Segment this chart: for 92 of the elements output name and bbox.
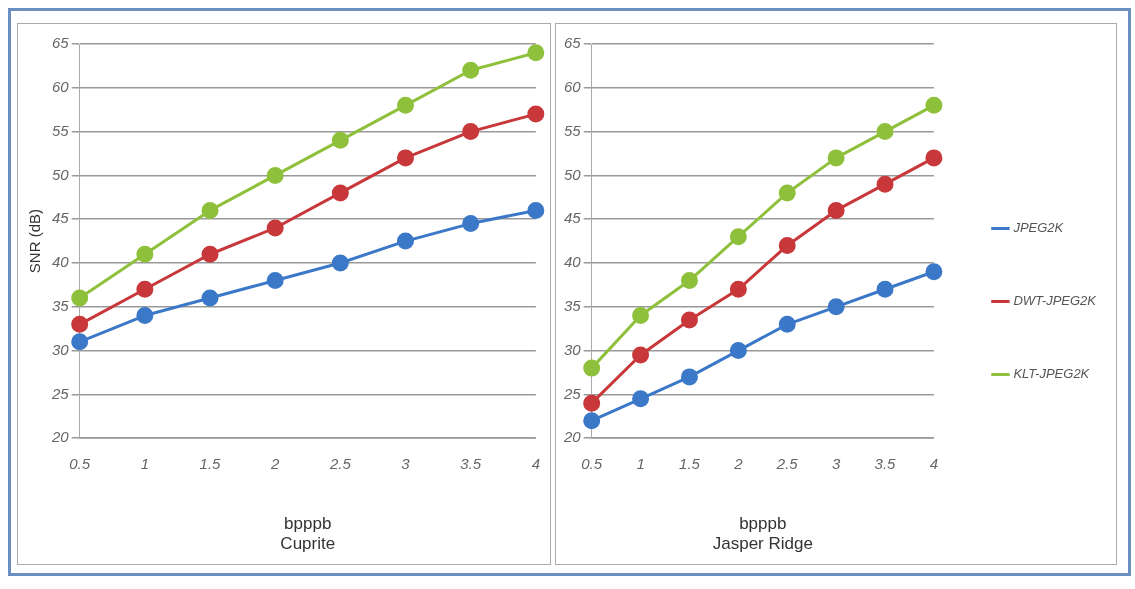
y-tick-label: 50 [52, 165, 70, 183]
x-tick-label: 2.5 [775, 455, 799, 473]
y-tick-label: 40 [52, 253, 70, 271]
y-tick-label: 25 [563, 384, 582, 402]
x-tick-label: 0.5 [69, 455, 91, 473]
point [266, 219, 284, 237]
y-tick-label: 35 [564, 296, 582, 314]
x-tick-label: 3 [831, 455, 841, 473]
y-tick-label: 50 [564, 165, 582, 183]
point [729, 342, 747, 360]
x-tick-label: 4 [531, 455, 540, 473]
point [397, 232, 414, 250]
x-tick-label: 4 [929, 455, 939, 473]
point [266, 166, 284, 184]
point [527, 44, 545, 62]
x-tick-label: 1.5 [199, 455, 222, 473]
x-tick-label: 3.5 [874, 455, 897, 473]
point [632, 390, 650, 408]
x-tick-label: 2 [733, 455, 744, 473]
x-tick-label: 3 [401, 455, 411, 473]
point [778, 184, 796, 202]
x-tick-label: 2 [270, 455, 280, 473]
y-tick-label: 30 [564, 340, 582, 358]
point [925, 263, 943, 281]
point [136, 307, 154, 325]
point [778, 236, 796, 254]
legend-label: DWT-JPEG2K [1013, 293, 1098, 309]
y-tick-label: 40 [564, 253, 582, 271]
x-tick-label: 3.5 [460, 455, 482, 473]
point [876, 175, 894, 193]
point [331, 131, 349, 149]
point [527, 201, 545, 219]
x-tick-label: 1.5 [679, 455, 701, 473]
point [680, 368, 698, 386]
point [729, 228, 747, 246]
y-tick-label: 55 [564, 121, 582, 139]
point [680, 311, 698, 329]
point [71, 333, 89, 351]
point [778, 315, 796, 333]
point [266, 272, 284, 290]
point [462, 61, 480, 79]
point [331, 254, 349, 272]
y-tick-label: 60 [564, 77, 582, 95]
point [583, 359, 601, 377]
point [462, 123, 480, 141]
y-tick-label: 65 [564, 34, 582, 52]
x-tick-label: 0.5 [581, 455, 603, 473]
legend-label: KLT-JPEG2K [1013, 366, 1091, 382]
point [827, 149, 845, 167]
point [827, 201, 845, 219]
y-tick-label: 55 [52, 121, 70, 139]
y-tick-label: 45 [564, 209, 582, 227]
point [925, 96, 943, 114]
point [827, 298, 845, 316]
y-tick-label: 60 [52, 77, 70, 95]
y-tick-label: 65 [52, 34, 70, 52]
x-tick-label: 1 [636, 455, 645, 473]
x-axis-title: bpppb [284, 514, 332, 534]
point [583, 394, 601, 412]
text: Cuprite [280, 534, 336, 554]
point [527, 105, 545, 123]
point [462, 215, 480, 233]
text: Jasper Ridge [712, 534, 813, 554]
x-axis-title: bpppb [739, 514, 787, 534]
point [201, 201, 219, 219]
point [331, 184, 349, 202]
y-tick-label: 20 [51, 428, 70, 446]
point [397, 149, 414, 167]
point [925, 149, 943, 167]
y-tick-label: 45 [52, 209, 70, 227]
point [583, 412, 601, 430]
point [71, 315, 89, 333]
point [876, 123, 894, 141]
point [201, 289, 219, 307]
x-tick-label: 1 [140, 455, 150, 473]
point [729, 280, 747, 298]
y-tick-label: 30 [52, 340, 70, 358]
point [632, 346, 650, 364]
point [876, 280, 894, 298]
legend-label: JPEG2K [1012, 220, 1065, 236]
y-tick-label: 25 [51, 384, 70, 402]
y-tick-label: 35 [52, 296, 70, 314]
x-tick-label: 2.5 [328, 455, 352, 473]
point [71, 289, 89, 307]
point [201, 245, 219, 263]
y-axis-title: SNR (dB) [26, 209, 44, 274]
point [397, 96, 414, 114]
point [680, 272, 698, 290]
point [136, 280, 154, 298]
y-tick-label: 20 [563, 428, 582, 446]
point [632, 307, 650, 325]
point [136, 245, 154, 263]
